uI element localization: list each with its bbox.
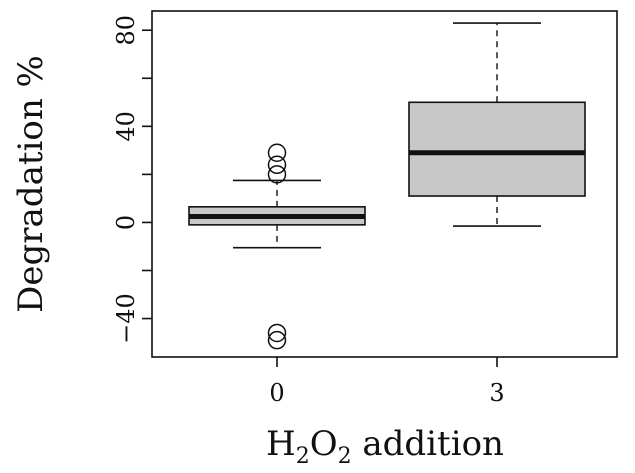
x-title-sub-1: 2: [296, 444, 310, 469]
y-tick-label: 0: [112, 215, 140, 230]
y-axis-title: Degradation %: [11, 55, 51, 313]
x-axis-title: H2O2 addition: [266, 424, 504, 469]
box-group-3: [408, 22, 586, 227]
outlier-point: [267, 143, 287, 163]
iqr-box: [408, 101, 586, 197]
y-tick-label: 40: [112, 111, 140, 142]
y-axis: −40 0 40 80: [112, 15, 152, 344]
x-tick-label: 0: [269, 379, 284, 407]
outlier-point: [267, 330, 287, 350]
x-title-sub-2: 2: [338, 444, 352, 469]
plot-frame: [151, 10, 618, 358]
x-tick-label: 3: [489, 379, 504, 407]
x-title-o: O: [310, 424, 338, 464]
outlier-point: [267, 323, 287, 343]
boxes: [188, 22, 586, 350]
y-tick-label: 80: [112, 15, 140, 46]
outlier-point: [267, 165, 287, 184]
y-tick-label: −40: [112, 293, 140, 344]
x-title-h: H: [266, 424, 296, 464]
outlier-point: [267, 155, 287, 175]
box-group-0: [188, 143, 366, 350]
x-title-rest: addition: [352, 424, 504, 464]
